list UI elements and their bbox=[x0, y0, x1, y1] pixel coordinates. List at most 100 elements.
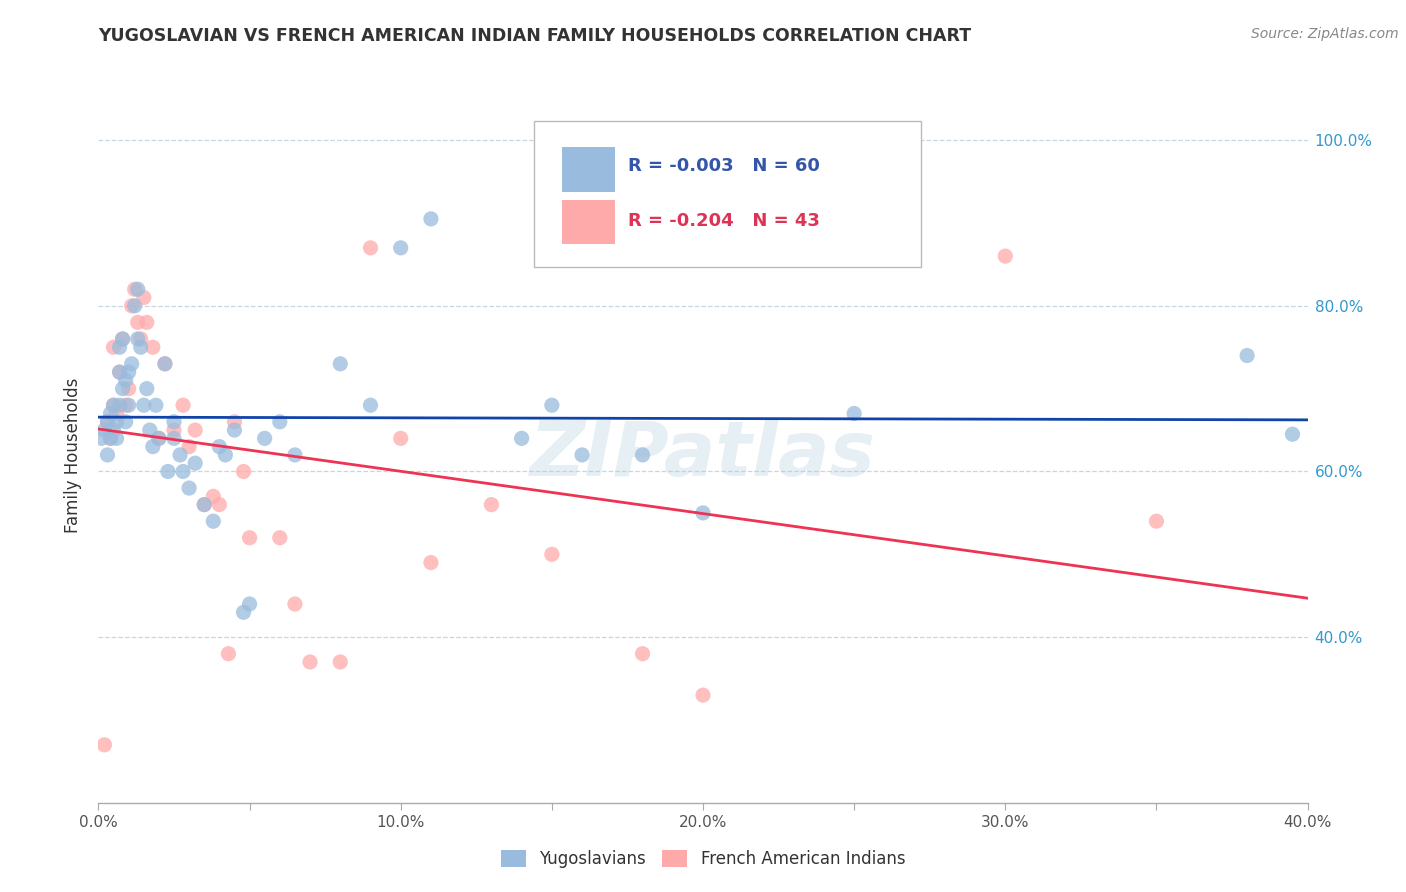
Point bbox=[118, 398, 141, 412]
Point bbox=[124, 299, 146, 313]
Point bbox=[103, 423, 125, 437]
Point bbox=[179, 481, 201, 495]
Point bbox=[193, 498, 215, 512]
Point bbox=[108, 365, 131, 379]
Point bbox=[114, 373, 136, 387]
Point bbox=[692, 688, 714, 702]
Point bbox=[169, 448, 191, 462]
Point bbox=[153, 357, 176, 371]
Point bbox=[1281, 427, 1303, 442]
Point bbox=[135, 315, 157, 329]
Point bbox=[389, 431, 412, 445]
Point bbox=[103, 398, 125, 412]
Y-axis label: Family Households: Family Households bbox=[65, 377, 83, 533]
Point bbox=[156, 465, 179, 479]
Point bbox=[420, 211, 443, 226]
Point bbox=[127, 332, 149, 346]
Point bbox=[100, 431, 122, 445]
Point bbox=[114, 415, 136, 429]
Point bbox=[135, 382, 157, 396]
Point bbox=[208, 440, 231, 454]
Point bbox=[129, 340, 152, 354]
Point bbox=[163, 415, 186, 429]
Point bbox=[193, 498, 215, 512]
Point bbox=[202, 514, 225, 528]
Point bbox=[224, 415, 246, 429]
Point bbox=[172, 398, 194, 412]
Point bbox=[105, 407, 128, 421]
Point bbox=[96, 415, 118, 429]
Point bbox=[145, 398, 167, 412]
Point bbox=[217, 647, 239, 661]
Point bbox=[253, 431, 276, 445]
Point bbox=[93, 738, 115, 752]
Point bbox=[360, 398, 382, 412]
Point bbox=[420, 556, 443, 570]
Point bbox=[239, 531, 262, 545]
FancyBboxPatch shape bbox=[561, 147, 614, 192]
Point bbox=[163, 431, 186, 445]
Point bbox=[329, 357, 352, 371]
Point bbox=[93, 423, 115, 437]
Point bbox=[214, 448, 236, 462]
Point bbox=[96, 415, 118, 429]
Point bbox=[224, 423, 246, 437]
Point bbox=[111, 332, 134, 346]
Point bbox=[100, 431, 122, 445]
Point bbox=[631, 647, 654, 661]
Point bbox=[153, 357, 176, 371]
Point bbox=[184, 423, 207, 437]
Point bbox=[139, 423, 162, 437]
Point bbox=[329, 655, 352, 669]
Legend: Yugoslavians, French American Indians: Yugoslavians, French American Indians bbox=[494, 843, 912, 875]
Point bbox=[540, 398, 562, 412]
Point bbox=[269, 531, 291, 545]
Text: R = -0.003   N = 60: R = -0.003 N = 60 bbox=[628, 157, 820, 175]
FancyBboxPatch shape bbox=[561, 200, 614, 244]
Point bbox=[118, 365, 141, 379]
Text: ZIPatlas: ZIPatlas bbox=[530, 418, 876, 491]
Point bbox=[172, 465, 194, 479]
Point bbox=[232, 605, 254, 619]
Point bbox=[132, 291, 155, 305]
Point bbox=[129, 332, 152, 346]
Point bbox=[284, 448, 307, 462]
Point bbox=[148, 431, 170, 445]
Point bbox=[232, 465, 254, 479]
Point bbox=[202, 489, 225, 503]
Point bbox=[148, 431, 170, 445]
Text: Source: ZipAtlas.com: Source: ZipAtlas.com bbox=[1251, 27, 1399, 41]
Point bbox=[124, 282, 146, 296]
Point bbox=[179, 440, 201, 454]
Point bbox=[111, 382, 134, 396]
Point bbox=[208, 498, 231, 512]
Point bbox=[96, 448, 118, 462]
Point bbox=[1144, 514, 1167, 528]
Point bbox=[571, 448, 593, 462]
Point bbox=[163, 423, 186, 437]
Point bbox=[360, 241, 382, 255]
Point bbox=[994, 249, 1017, 263]
Point bbox=[142, 440, 165, 454]
Point bbox=[284, 597, 307, 611]
Point bbox=[132, 398, 155, 412]
Point bbox=[269, 415, 291, 429]
Point bbox=[108, 398, 131, 412]
Text: YUGOSLAVIAN VS FRENCH AMERICAN INDIAN FAMILY HOUSEHOLDS CORRELATION CHART: YUGOSLAVIAN VS FRENCH AMERICAN INDIAN FA… bbox=[98, 27, 972, 45]
Point bbox=[299, 655, 322, 669]
Point bbox=[389, 241, 412, 255]
Point bbox=[184, 456, 207, 470]
Point bbox=[239, 597, 262, 611]
Point bbox=[121, 357, 143, 371]
Point bbox=[105, 415, 128, 429]
Point bbox=[100, 407, 122, 421]
Point bbox=[111, 332, 134, 346]
Point bbox=[127, 282, 149, 296]
Point bbox=[127, 315, 149, 329]
Point bbox=[103, 398, 125, 412]
FancyBboxPatch shape bbox=[534, 121, 921, 267]
Point bbox=[121, 299, 143, 313]
Point bbox=[105, 431, 128, 445]
Point bbox=[1236, 349, 1258, 363]
Text: R = -0.204   N = 43: R = -0.204 N = 43 bbox=[628, 212, 820, 230]
